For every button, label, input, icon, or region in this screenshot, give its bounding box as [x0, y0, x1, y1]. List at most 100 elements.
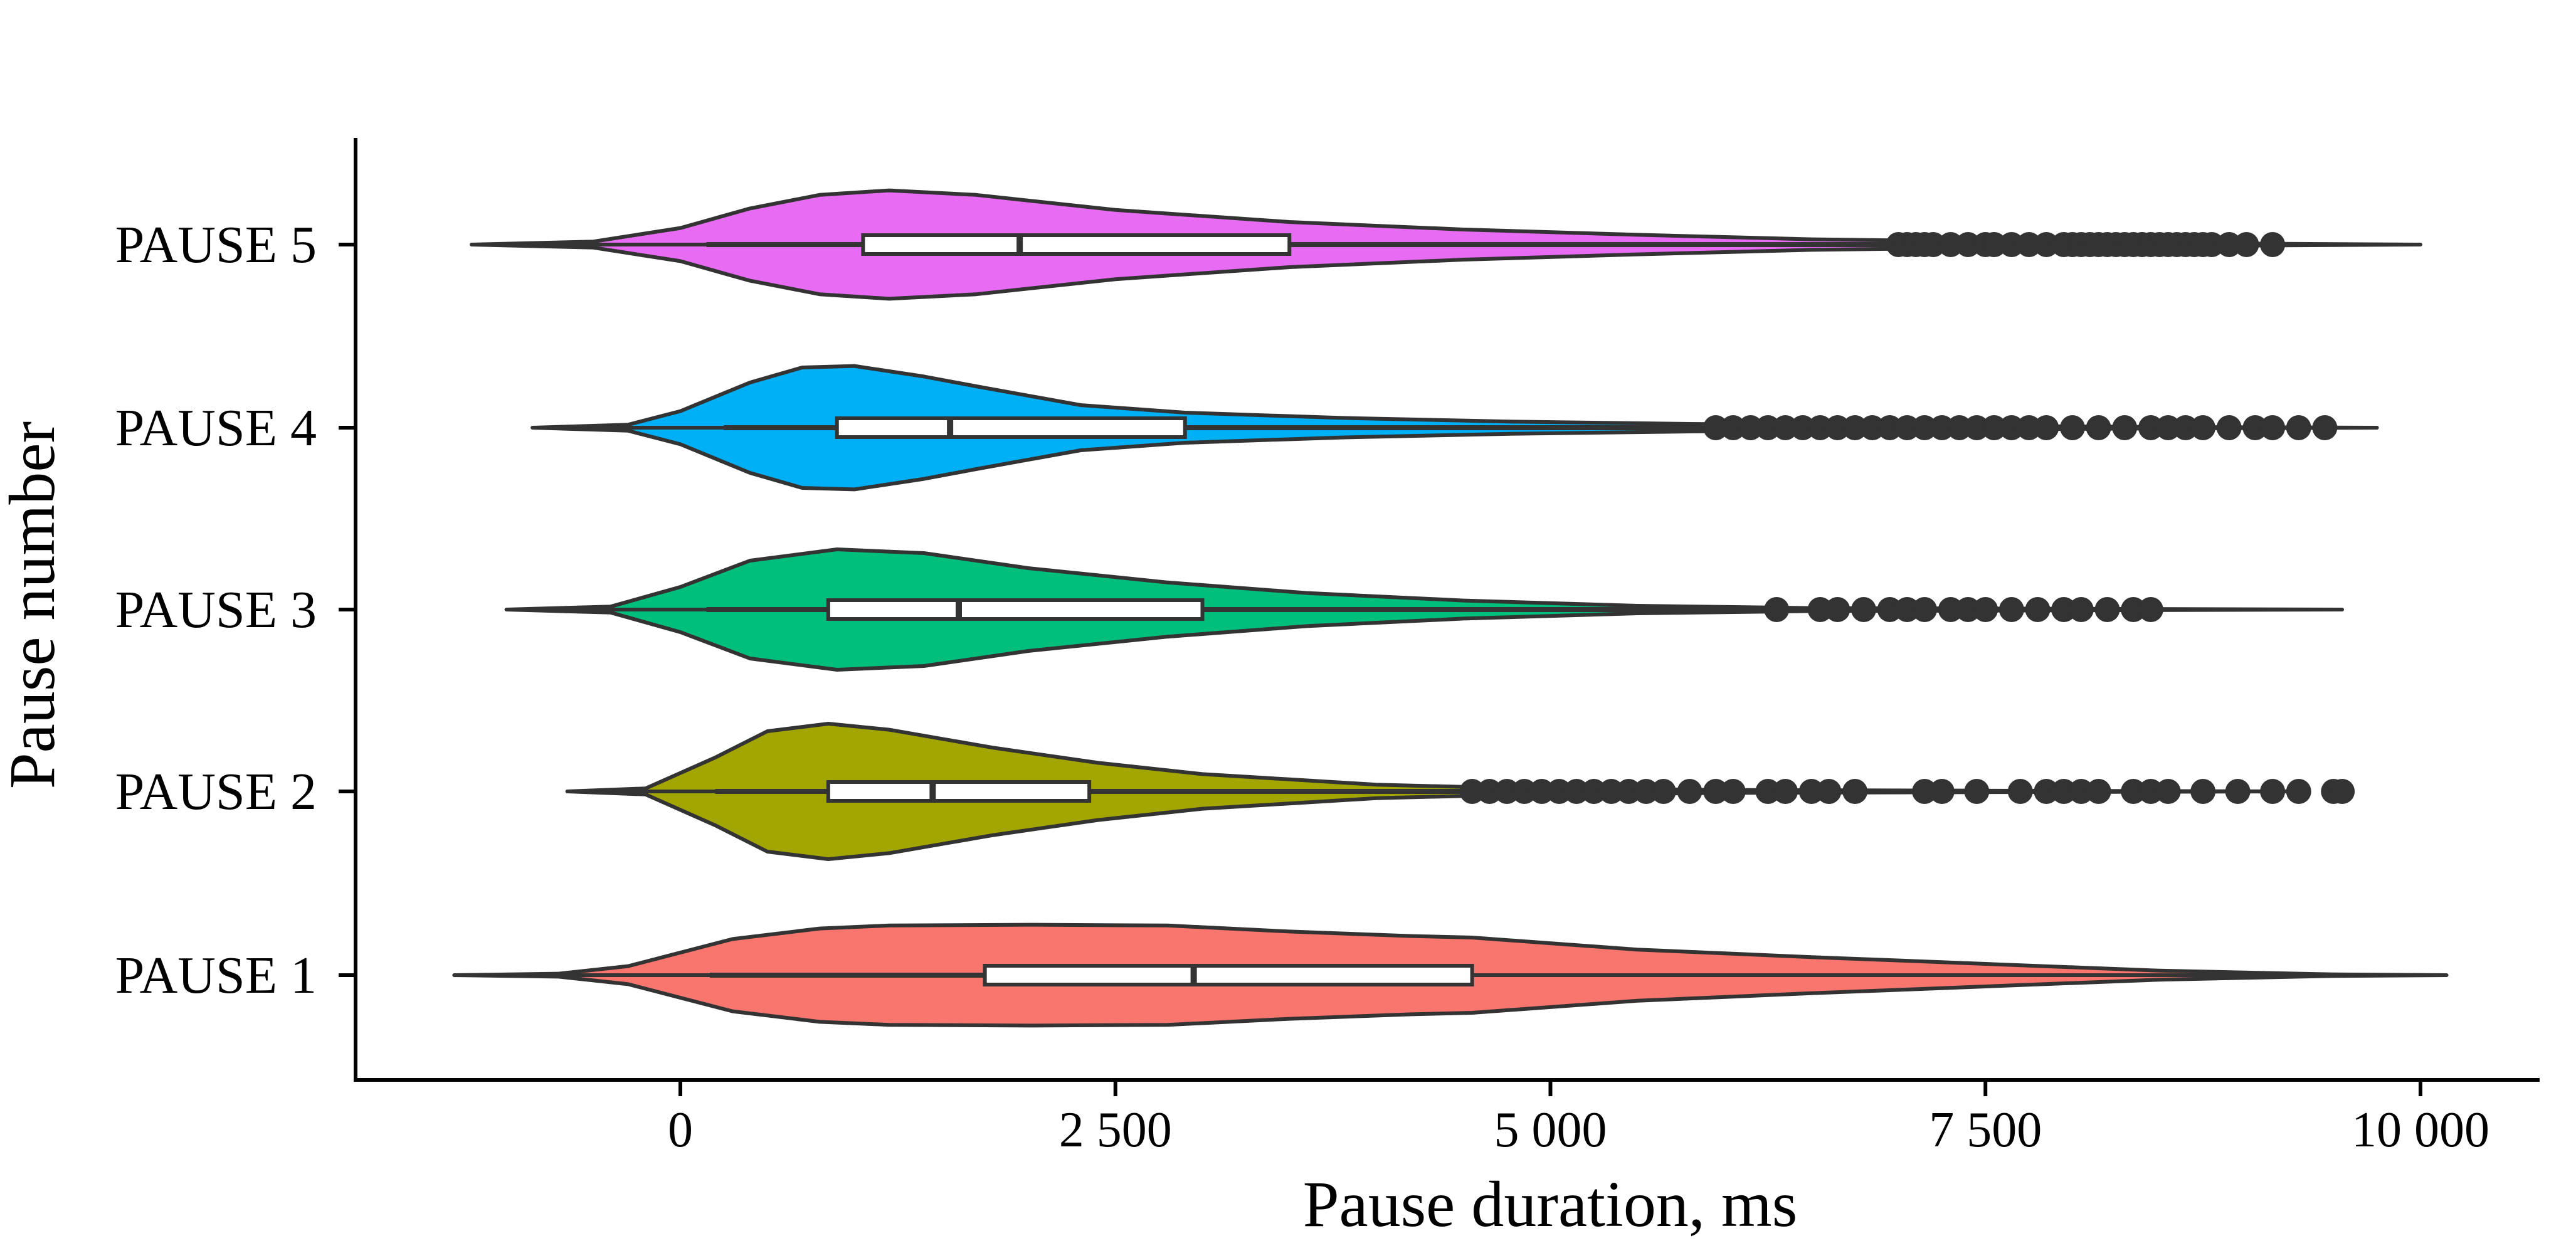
outlier-point-pause-2: [2007, 779, 2033, 804]
outlier-point-pause-4: [2312, 415, 2338, 440]
outlier-point-pause-3: [2121, 597, 2146, 622]
outlier-point-pause-4: [1912, 415, 1938, 440]
outlier-point-pause-3: [2138, 597, 2163, 622]
violin-pause-1: [452, 922, 2449, 1028]
outlier-point-pause-2: [1816, 779, 1842, 804]
outlier-point-pause-2: [1546, 779, 1572, 804]
violin-pause-2: [565, 722, 2355, 861]
outlier-point-pause-3: [2068, 597, 2094, 622]
outlier-point-pause-4: [2155, 415, 2181, 440]
box-pause-4: [835, 416, 1187, 439]
outlier-point-pause-2: [2138, 779, 2163, 804]
box-pause-5: [861, 233, 1292, 256]
x-tick-label: 10 000: [2352, 1102, 2489, 1158]
y-tick-label-pause-4: PAUSE 4: [115, 399, 317, 457]
x-tick-label: 5 000: [1494, 1102, 1607, 1158]
outlier-point-pause-2: [2225, 779, 2251, 804]
outlier-point-pause-3: [1877, 597, 1903, 622]
outlier-point-pause-3: [1825, 597, 1850, 622]
outlier-point-pause-4: [1738, 415, 1763, 440]
outlier-point-pause-2: [2286, 779, 2311, 804]
outlier-point-pause-4: [1877, 415, 1903, 440]
outlier-point-pause-2: [1720, 779, 1746, 804]
outlier-point-pause-4: [2016, 415, 2042, 440]
outlier-point-pause-2: [1773, 779, 1798, 804]
outlier-point-pause-3: [1973, 597, 1998, 622]
outlier-point-pause-4: [2216, 415, 2242, 440]
box-pause-2: [826, 780, 1092, 803]
outlier-point-pause-5: [1955, 232, 1981, 257]
outlier-point-pause-4: [1982, 415, 2007, 440]
outlier-point-pause-3: [2094, 597, 2120, 622]
y-tick-label-pause-5: PAUSE 5: [115, 216, 317, 274]
outlier-point-pause-5: [2034, 232, 2059, 257]
outlier-point-pause-2: [1703, 779, 1729, 804]
x-tick-label: 2 500: [1059, 1102, 1172, 1158]
outlier-point-pause-4: [1929, 415, 1955, 440]
outlier-point-pause-4: [1755, 415, 1781, 440]
x-ticks-layer: 0 2 500 5 000 7 500 10 000: [668, 1080, 2489, 1158]
outlier-point-pause-4: [2086, 415, 2111, 440]
outlier-point-pause-2: [2121, 779, 2146, 804]
outlier-point-pause-5: [1938, 232, 1963, 257]
outlier-point-pause-3: [1851, 597, 1876, 622]
outlier-point-pause-2: [1494, 779, 1520, 804]
outlier-point-pause-3: [2051, 597, 2077, 622]
outlier-point-pause-2: [2330, 779, 2355, 804]
outlier-point-pause-4: [1946, 415, 1972, 440]
y-tick-label-pause-3: PAUSE 3: [115, 581, 317, 639]
outlier-point-pause-2: [2155, 779, 2181, 804]
outlier-point-pause-4: [1790, 415, 1815, 440]
outlier-point-pause-2: [1929, 779, 1955, 804]
outlier-point-pause-2: [1755, 779, 1781, 804]
outlier-point-pause-2: [1511, 779, 1537, 804]
outlier-point-pause-2: [1598, 779, 1624, 804]
outlier-point-pause-2: [1798, 779, 1824, 804]
outlier-point-pause-2: [1964, 779, 1990, 804]
outlier-point-pause-3: [1912, 597, 1938, 622]
y-axis-title: Pause number: [0, 421, 68, 789]
violin-pause-4: [531, 364, 2379, 492]
outlier-point-pause-4: [1720, 415, 1746, 440]
outlier-point-pause-2: [1529, 779, 1555, 804]
outlier-point-pause-3: [1955, 597, 1981, 622]
box-pause-3: [826, 598, 1205, 621]
y-tick-label-pause-1: PAUSE 1: [115, 946, 317, 1005]
box-pause-1: [983, 964, 1474, 986]
outlier-point-pause-4: [2260, 415, 2286, 440]
outlier-point-pause-4: [1825, 415, 1850, 440]
outlier-point-pause-5: [1982, 232, 2007, 257]
outlier-point-pause-2: [2086, 779, 2111, 804]
violins-layer: [452, 188, 2449, 1028]
outlier-point-pause-4: [2112, 415, 2138, 440]
outlier-point-pause-2: [1581, 779, 1607, 804]
outlier-point-pause-3: [1764, 597, 1790, 622]
outlier-point-pause-4: [1807, 415, 1833, 440]
violin-pause-3: [504, 547, 2345, 672]
y-tick-label-pause-2: PAUSE 2: [115, 763, 317, 821]
outlier-point-pause-2: [2068, 779, 2094, 804]
outlier-point-pause-5: [2199, 232, 2224, 257]
x-tick-label: 7 500: [1929, 1102, 2042, 1158]
outlier-point-pause-2: [1616, 779, 1642, 804]
outlier-point-pause-4: [2173, 415, 2199, 440]
outlier-point-pause-3: [1938, 597, 1963, 622]
outlier-point-pause-2: [1912, 779, 1938, 804]
violin-pause-5: [470, 188, 2422, 301]
outlier-point-pause-2: [2260, 779, 2286, 804]
outlier-point-pause-4: [2060, 415, 2085, 440]
outlier-point-pause-4: [2190, 415, 2216, 440]
outlier-point-pause-2: [1842, 779, 1868, 804]
outlier-point-pause-2: [1477, 779, 1502, 804]
outlier-point-pause-5: [2234, 232, 2259, 257]
outlier-point-pause-2: [2034, 779, 2059, 804]
outlier-point-pause-2: [2190, 779, 2216, 804]
outlier-point-pause-2: [2051, 779, 2077, 804]
outlier-point-pause-5: [1921, 232, 1946, 257]
outlier-point-pause-2: [1564, 779, 1590, 804]
outlier-point-pause-4: [2242, 415, 2268, 440]
outlier-point-pause-2: [1634, 779, 1659, 804]
outlier-point-pause-4: [1998, 415, 2024, 440]
outlier-point-pause-4: [1842, 415, 1868, 440]
